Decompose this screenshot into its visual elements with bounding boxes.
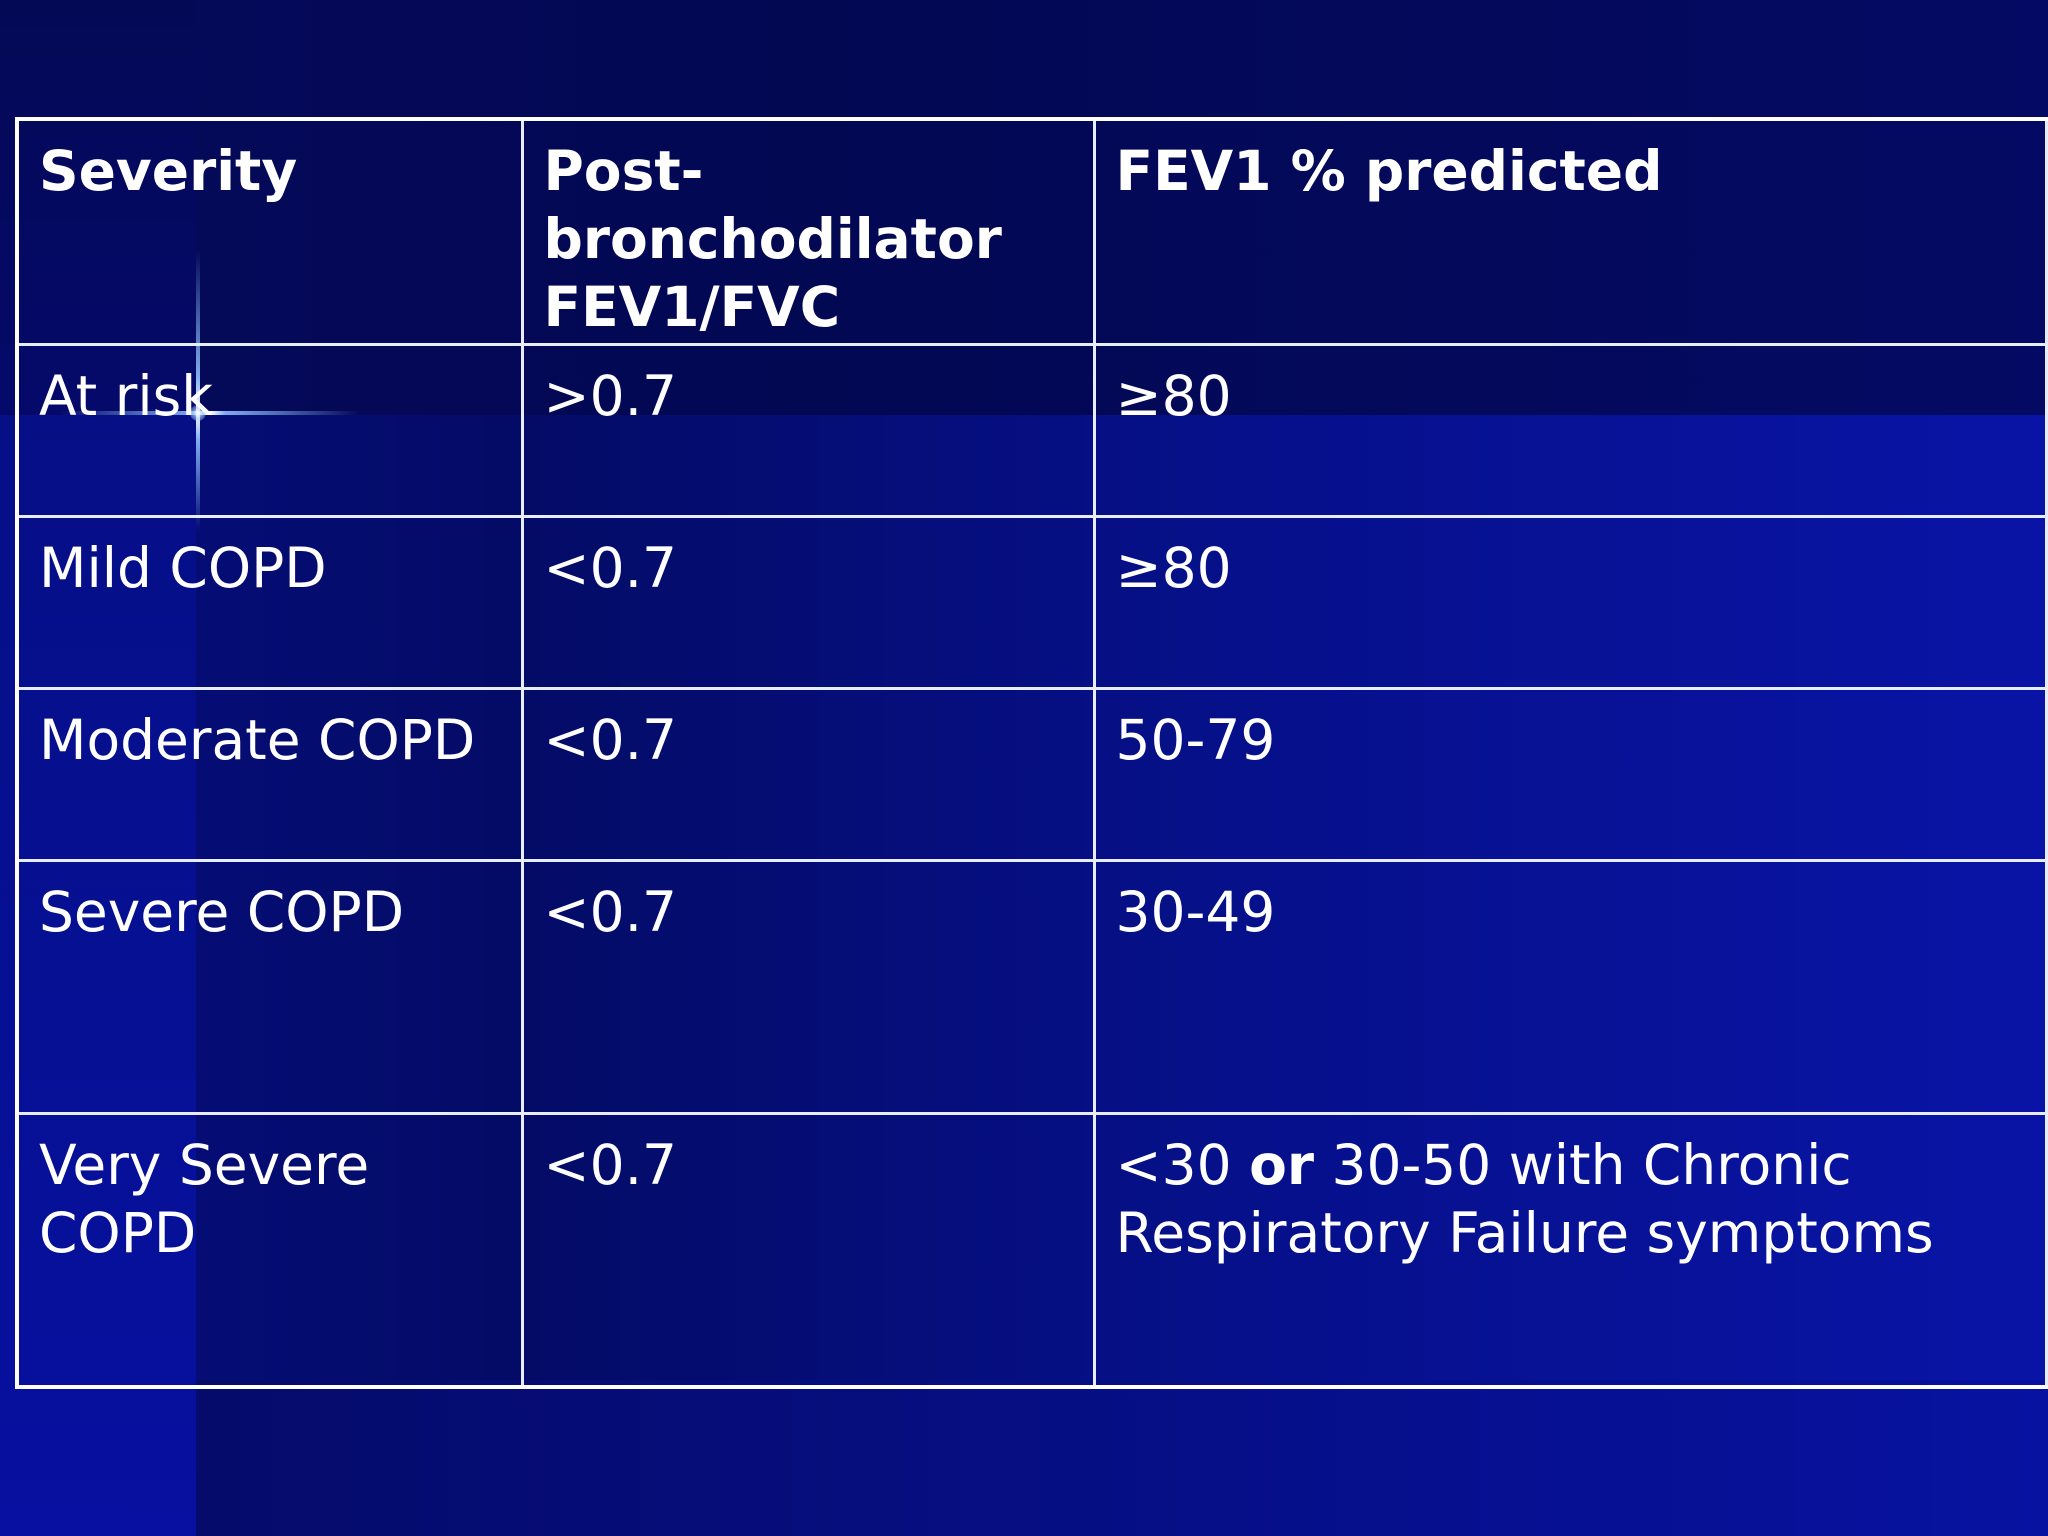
table-row: Very Severe COPD <0.7 <30 or 30-50 with … xyxy=(15,1112,2048,1389)
table-row: Moderate COPD <0.7 50-79 xyxy=(15,687,2048,862)
cell-fev1: 50-79 xyxy=(1092,687,2048,862)
cell-fev1: <30 or 30-50 with Chronic Respiratory Fa… xyxy=(1092,1112,2048,1389)
cell-ratio: <0.7 xyxy=(520,515,1096,690)
cell-fev1-or: or xyxy=(1249,1133,1314,1197)
cell-fev1-part-a: <30 xyxy=(1115,1133,1250,1197)
cell-fev1: ≥80 xyxy=(1092,515,2048,690)
header-fev1-fvc-line-2: bronchodilator xyxy=(543,207,1002,271)
cell-ratio: >0.7 xyxy=(520,343,1096,518)
cell-ratio: <0.7 xyxy=(520,1112,1096,1389)
slide-background-bottom xyxy=(196,1380,2048,1536)
header-fev1-fvc-line-3: FEV1/FVC xyxy=(543,275,841,339)
cell-severity: Moderate COPD xyxy=(15,687,524,862)
cell-fev1: 30-49 xyxy=(1092,859,2048,1115)
table-row: At risk >0.7 ≥80 xyxy=(15,343,2048,518)
table-row: Mild COPD <0.7 ≥80 xyxy=(15,515,2048,690)
table-header-row: Severity Post-bronchodilator FEV1/FVC FEV… xyxy=(15,117,2048,346)
cell-fev1-part-b: 30-50 with Chronic Respiratory Failure s… xyxy=(1115,1133,1934,1265)
cell-severity: Mild COPD xyxy=(15,515,524,690)
header-fev1-fvc: Post-bronchodilator FEV1/FVC xyxy=(520,117,1096,346)
cell-ratio: <0.7 xyxy=(520,859,1096,1115)
header-fev1-fvc-line-1: Post- xyxy=(543,139,704,203)
cell-severity: Severe COPD xyxy=(15,859,524,1115)
cell-fev1: ≥80 xyxy=(1092,343,2048,518)
cell-ratio: <0.7 xyxy=(520,687,1096,862)
header-fev1-predicted: FEV1 % predicted xyxy=(1092,117,2048,346)
copd-severity-table-container: Severity Post-bronchodilator FEV1/FVC FEV… xyxy=(15,117,2048,1389)
copd-severity-table: Severity Post-bronchodilator FEV1/FVC FEV… xyxy=(15,117,2048,1389)
header-severity: Severity xyxy=(15,117,524,346)
table-row: Severe COPD <0.7 30-49 xyxy=(15,859,2048,1115)
cell-severity: At risk xyxy=(15,343,524,518)
cell-severity: Very Severe COPD xyxy=(15,1112,524,1389)
